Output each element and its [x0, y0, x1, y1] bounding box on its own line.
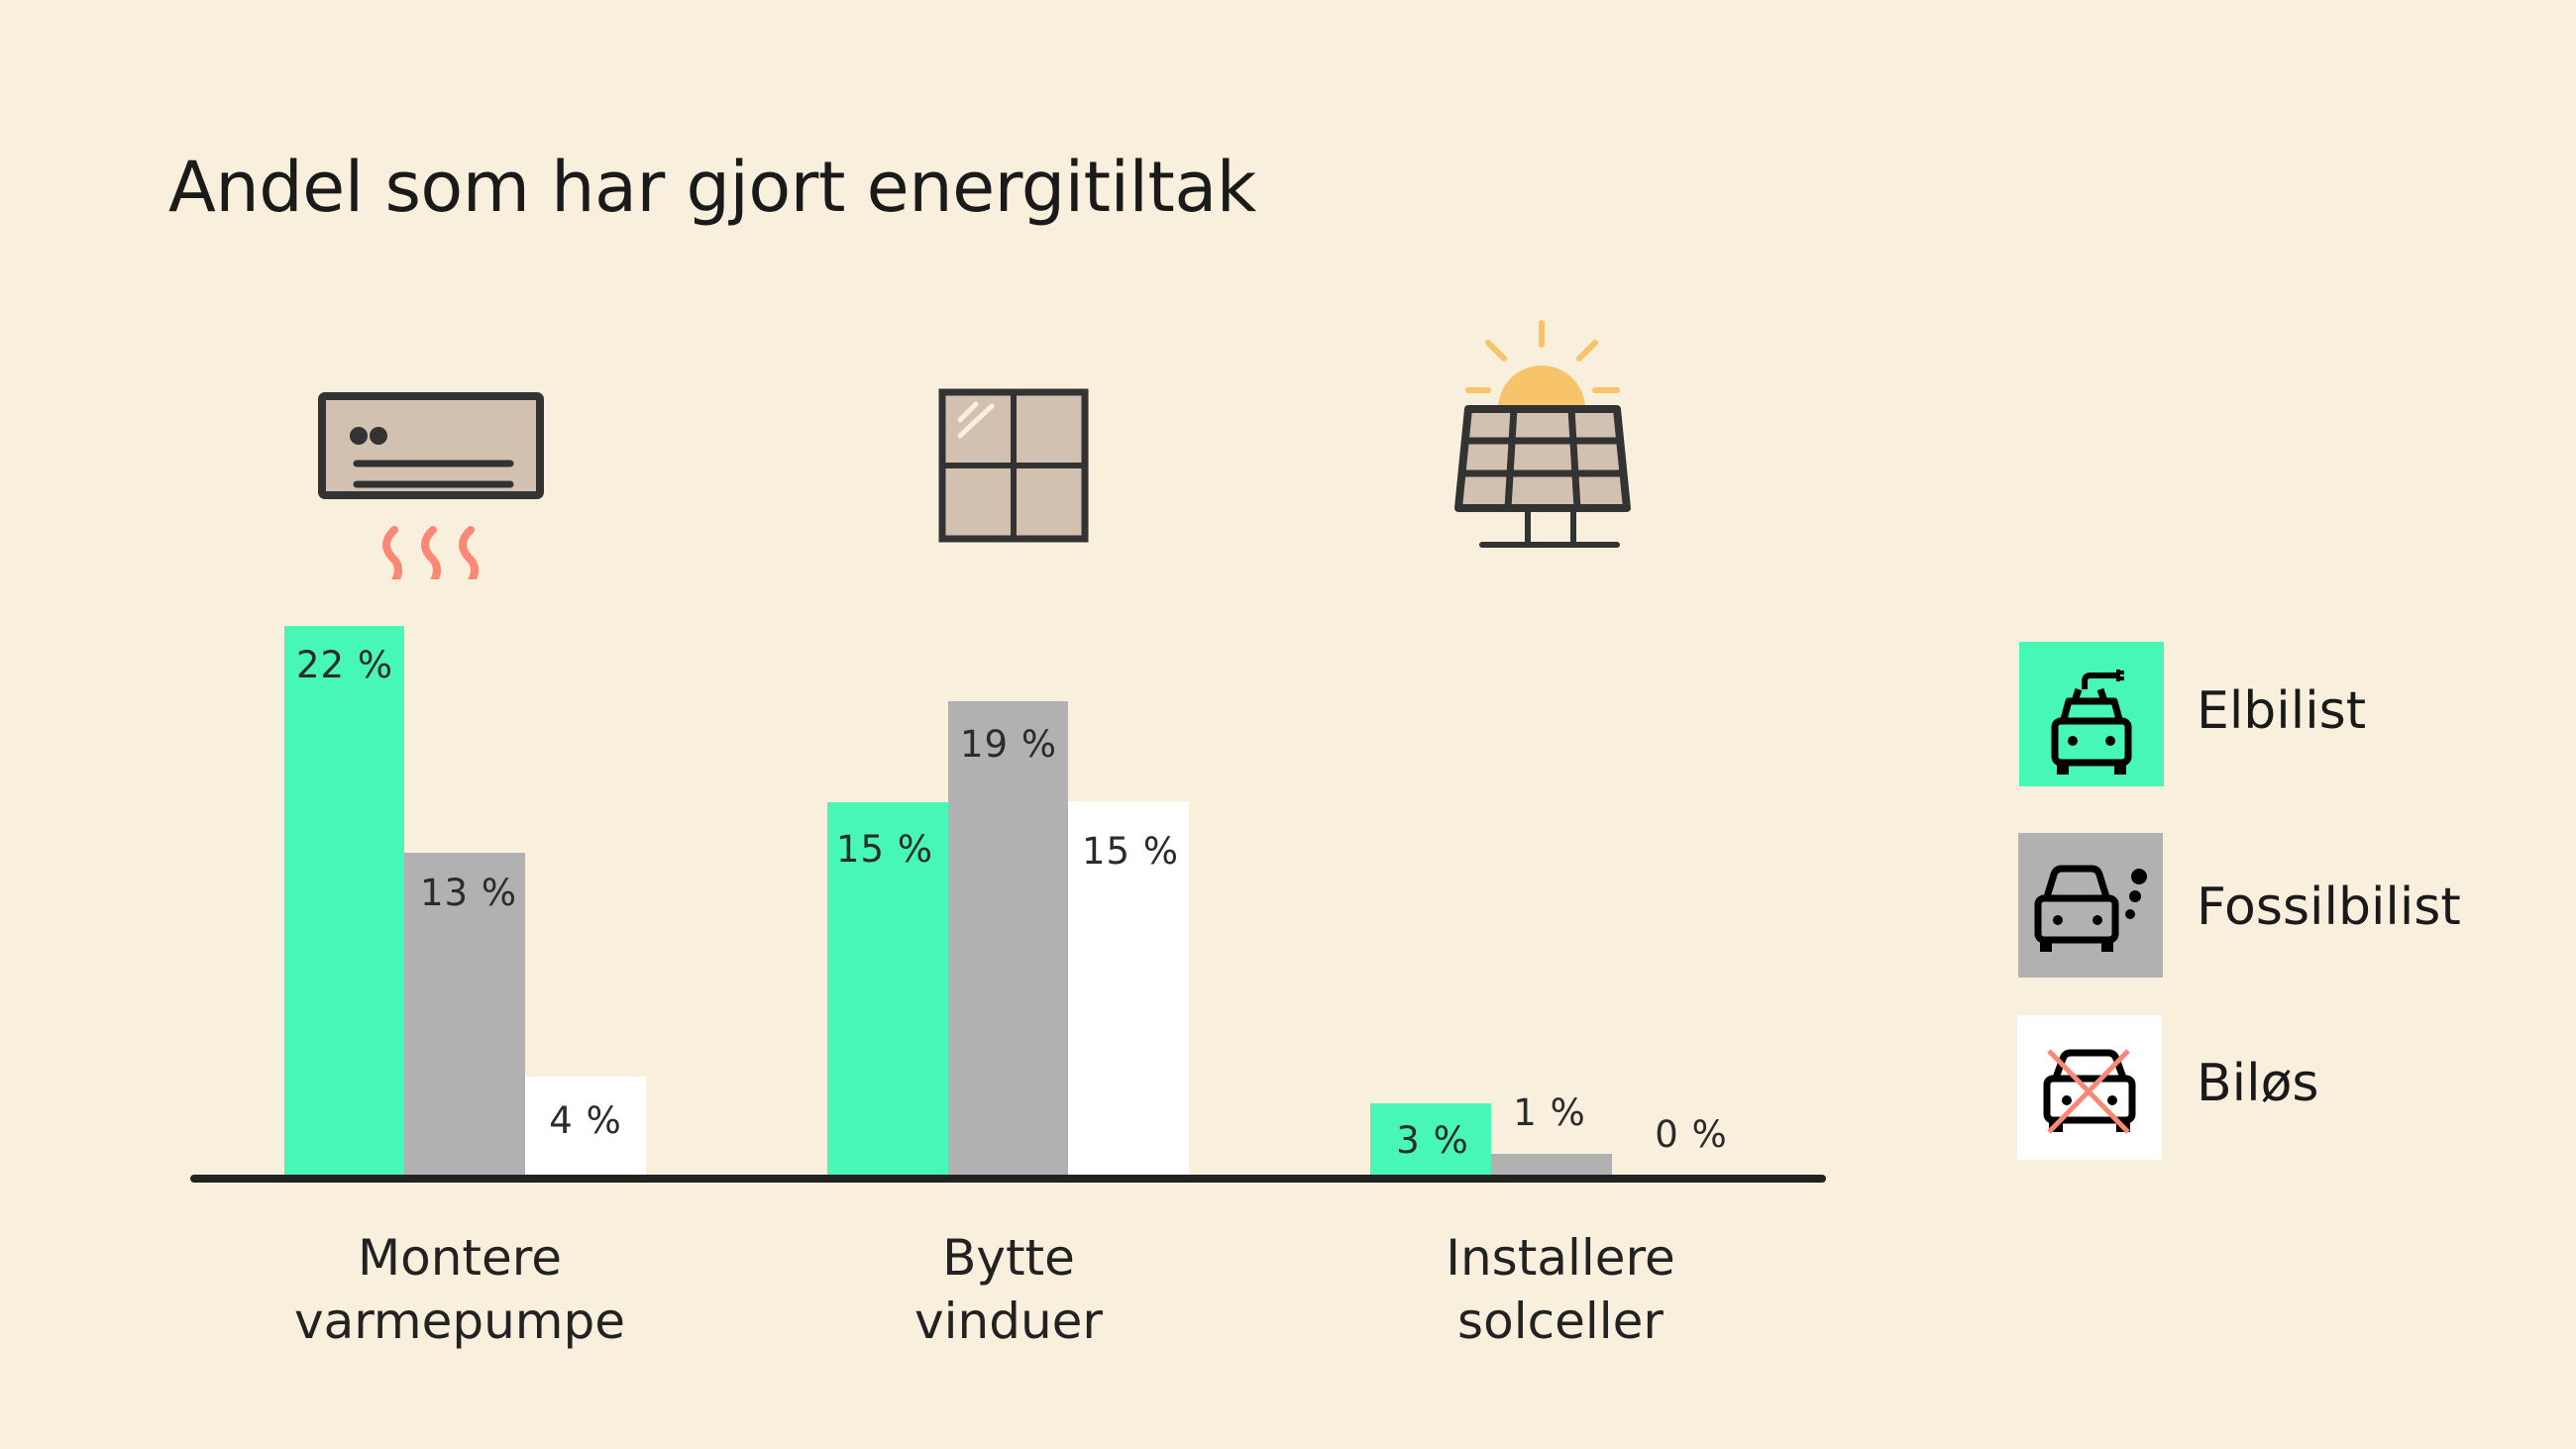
- bar-solceller-elbilist: [1370, 1103, 1491, 1175]
- bar-vinduer-elbilist: [827, 802, 948, 1175]
- fossil-car-icon: [2034, 865, 2147, 952]
- solar-panel-icon: [1454, 320, 1631, 548]
- bar-label: 15 %: [836, 828, 933, 871]
- bar-label: 3 %: [1396, 1119, 1469, 1162]
- category-label: Montere varmepumpe: [293, 1229, 625, 1350]
- legend-label: Elbilist: [2197, 681, 2367, 741]
- category-label: Installere solceller: [1446, 1229, 1675, 1350]
- bar-vinduer-bilos: [1068, 801, 1189, 1175]
- chart-title: Andel som har gjort energitiltak: [168, 147, 1256, 228]
- bar-label: 19 %: [960, 723, 1057, 766]
- legend-swatch-fossilbilist: [2018, 833, 2163, 978]
- legend-swatch-elbilist: [2019, 642, 2164, 786]
- bar-solceller-fossilbilist: [1491, 1154, 1612, 1175]
- legend-swatch-bilos: [2017, 1015, 2162, 1160]
- bar-varmepumpe-bilos: [525, 1077, 646, 1175]
- bar-label: 15 %: [1082, 830, 1179, 873]
- electric-car-icon: [2051, 670, 2132, 775]
- x-axis: [190, 1175, 1826, 1183]
- window-icon: [938, 388, 1089, 543]
- legend-label: Fossilbilist: [2197, 878, 2461, 937]
- category-label: Bytte vinduer: [914, 1229, 1103, 1350]
- bar-label: 22 %: [296, 644, 393, 686]
- heat-pump-icon: [318, 392, 544, 579]
- bar-vinduer-fossilbilist: [948, 701, 1068, 1175]
- bar-label: 13 %: [420, 872, 517, 914]
- legend-label: Biløs: [2197, 1054, 2319, 1113]
- bar-label: 4 %: [549, 1099, 622, 1142]
- bar-label: 0 %: [1655, 1113, 1728, 1156]
- no-car-icon: [2043, 1049, 2136, 1134]
- bar-label: 1 %: [1513, 1091, 1586, 1134]
- bar-varmepumpe-elbilist: [284, 626, 404, 1175]
- bar-varmepumpe-fossilbilist: [404, 853, 525, 1175]
